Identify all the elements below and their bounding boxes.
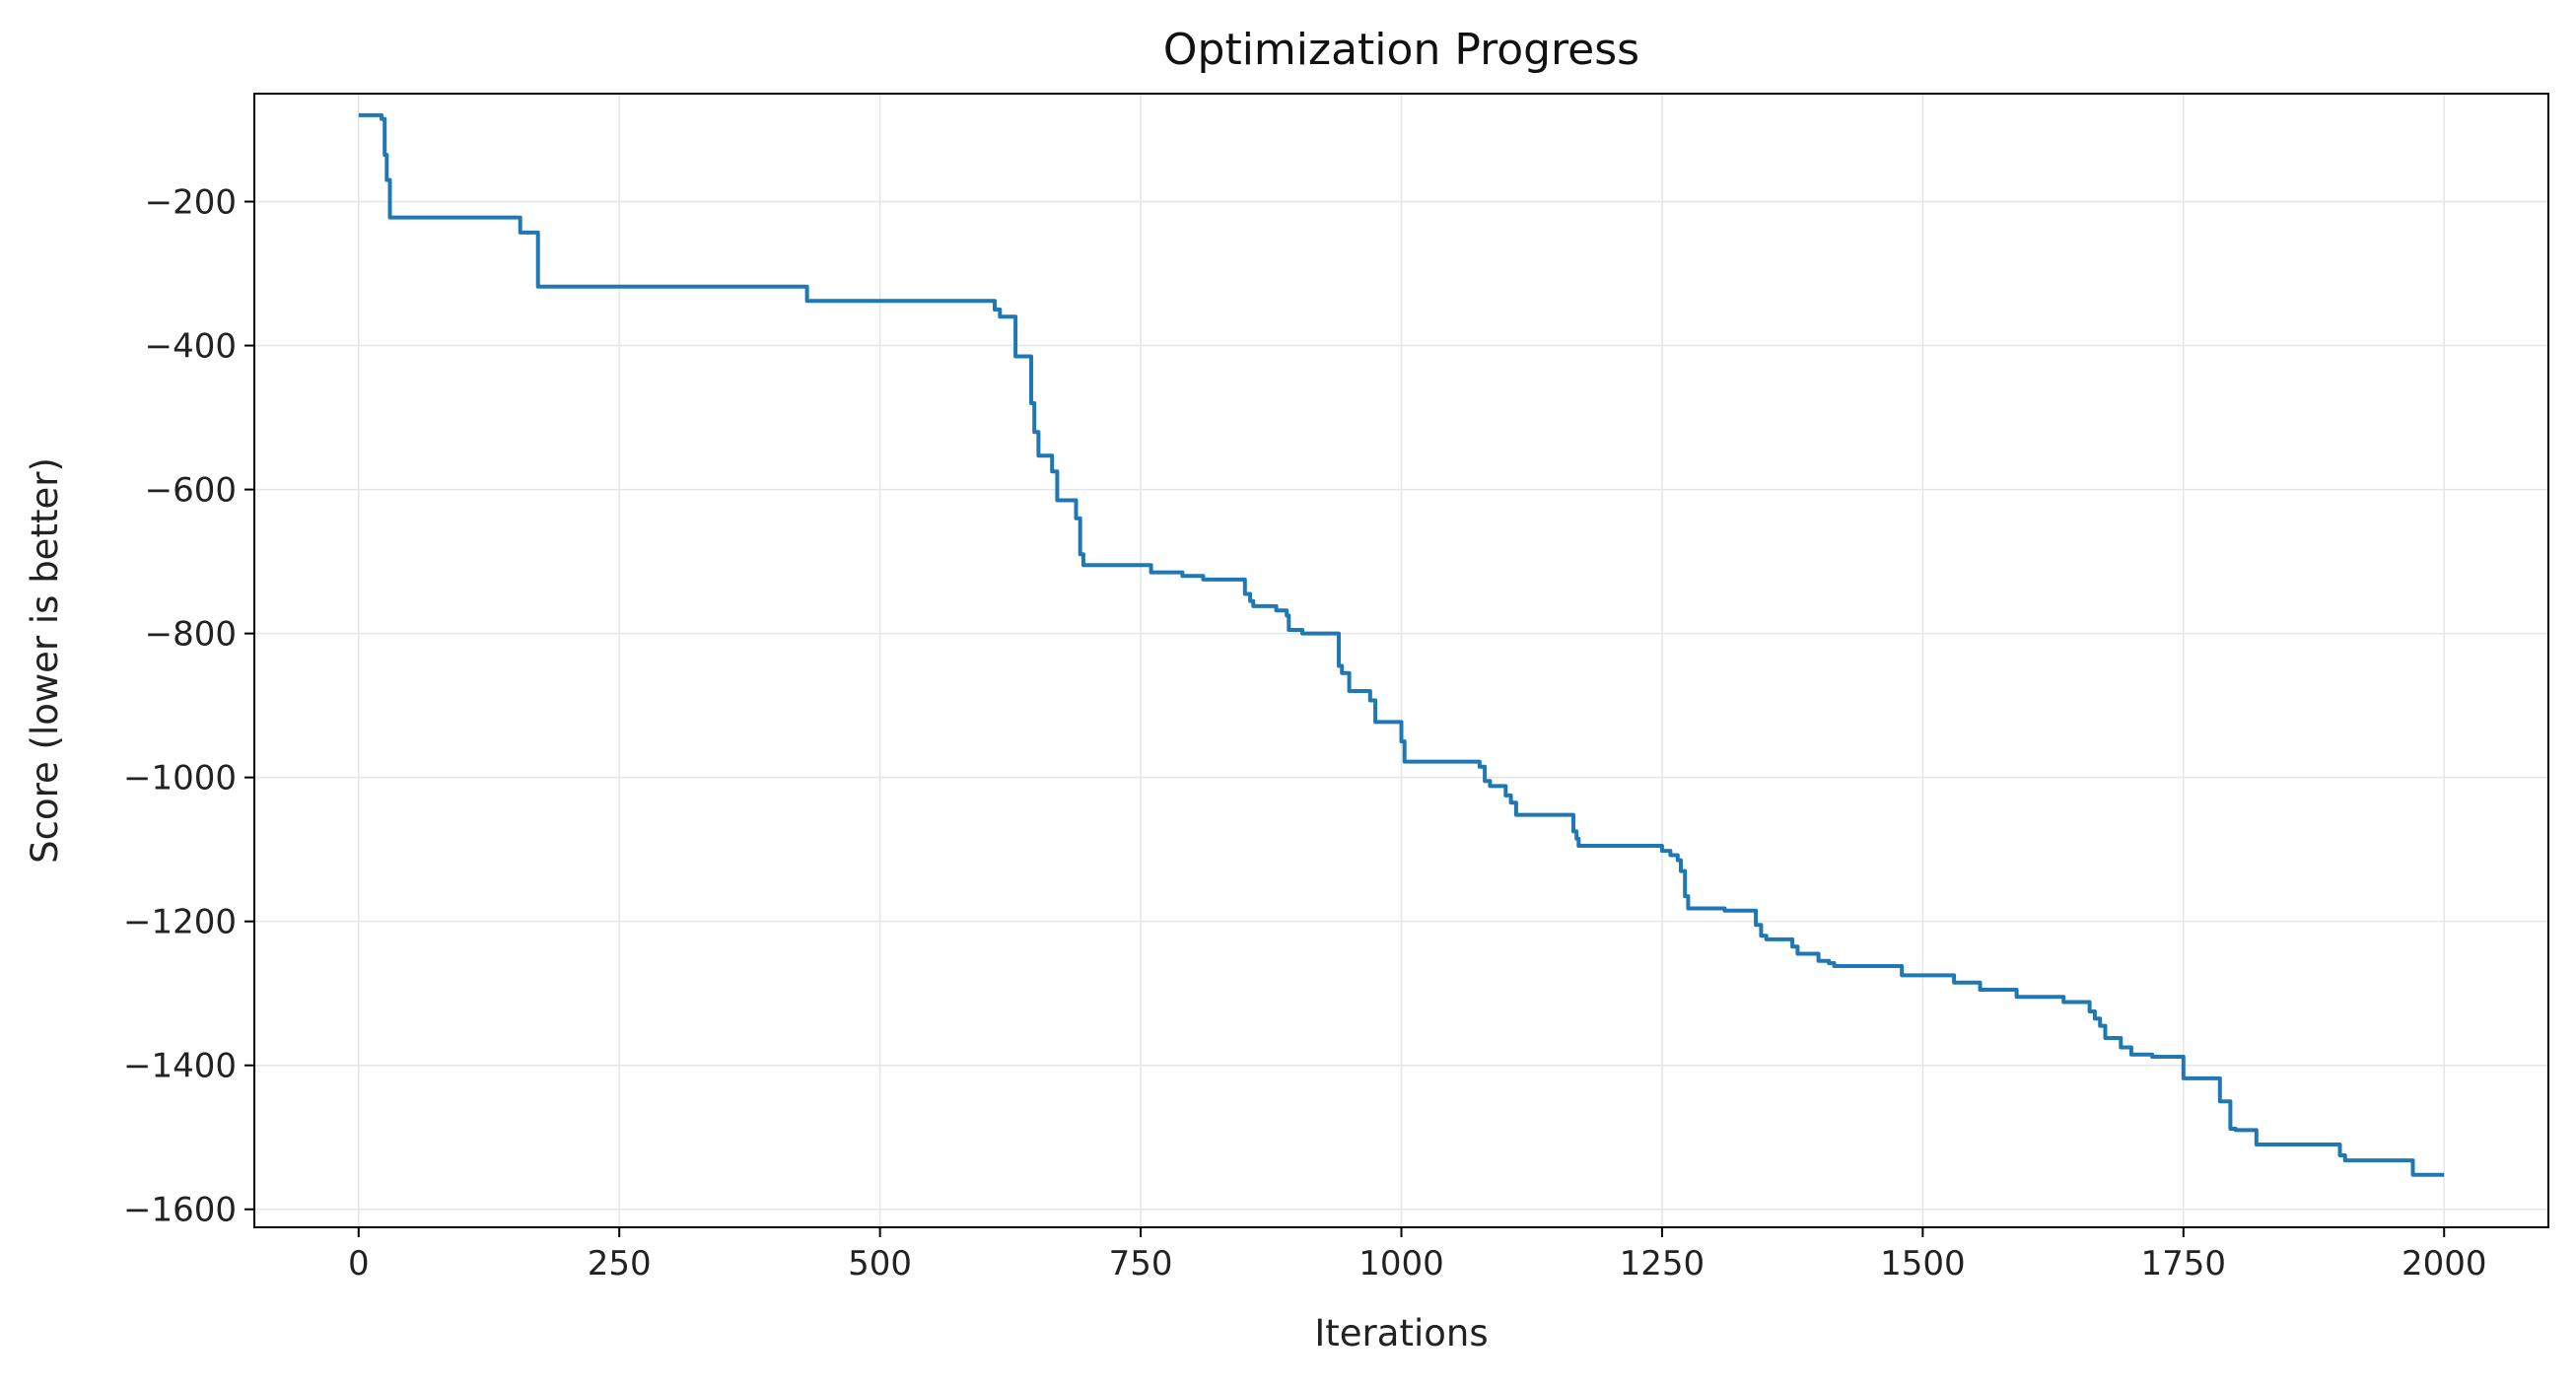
y-tick-label: −600 [145, 471, 237, 511]
y-tick-label: −1200 [123, 903, 237, 942]
x-tick-label: 1750 [2141, 1244, 2227, 1283]
x-tick-label: 1000 [1358, 1244, 1444, 1283]
x-axis-title: Iterations [1314, 1312, 1488, 1354]
axis-ticks: 0 250 500 750 1000 1250 1500 1750 2000 −200 −400 −6… [123, 183, 2487, 1283]
x-tick-label: 0 [348, 1244, 370, 1283]
y-tick-label: −200 [145, 183, 237, 223]
x-tick-label: 750 [1109, 1244, 1173, 1283]
x-tick-label: 500 [848, 1244, 912, 1283]
series-line [358, 112, 2445, 1177]
y-axis-title: Score (lower is better) [24, 457, 66, 864]
y-tick-label: −1400 [123, 1047, 237, 1086]
grid-lines [254, 94, 2548, 1227]
x-tick-label: 2000 [2402, 1244, 2487, 1283]
x-tick-label: 1250 [1620, 1244, 1706, 1283]
y-tick-label: −1600 [123, 1191, 237, 1230]
x-tick-label: 250 [588, 1244, 652, 1283]
chart-title: Optimization Progress [1163, 25, 1639, 75]
series-layer [358, 112, 2445, 1177]
y-tick-label: −800 [145, 615, 237, 655]
y-tick-label: −1000 [123, 759, 237, 798]
x-tick-label: 1500 [1880, 1244, 1966, 1283]
y-tick-label: −400 [145, 327, 237, 367]
